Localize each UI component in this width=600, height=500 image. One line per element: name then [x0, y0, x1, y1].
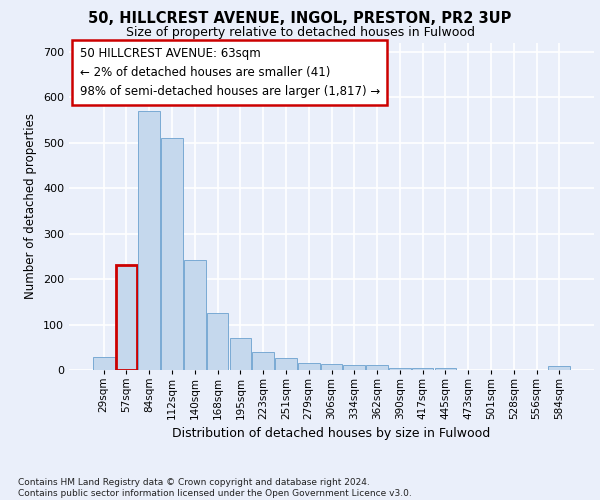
- Bar: [434, 368, 456, 370]
- Bar: [548, 366, 570, 370]
- Bar: [412, 368, 433, 370]
- Bar: [230, 338, 251, 370]
- Bar: [139, 110, 160, 370]
- Bar: [253, 352, 274, 370]
- Bar: [320, 364, 343, 370]
- Bar: [366, 366, 388, 370]
- Text: Contains HM Land Registry data © Crown copyright and database right 2024.
Contai: Contains HM Land Registry data © Crown c…: [18, 478, 412, 498]
- Bar: [298, 363, 320, 370]
- Bar: [389, 368, 410, 370]
- X-axis label: Distribution of detached houses by size in Fulwood: Distribution of detached houses by size …: [172, 428, 491, 440]
- Bar: [161, 138, 183, 370]
- Text: Size of property relative to detached houses in Fulwood: Size of property relative to detached ho…: [125, 26, 475, 39]
- Bar: [93, 358, 115, 370]
- Text: 50 HILLCREST AVENUE: 63sqm
← 2% of detached houses are smaller (41)
98% of semi-: 50 HILLCREST AVENUE: 63sqm ← 2% of detac…: [79, 48, 380, 98]
- Text: 50, HILLCREST AVENUE, INGOL, PRESTON, PR2 3UP: 50, HILLCREST AVENUE, INGOL, PRESTON, PR…: [88, 11, 512, 26]
- Bar: [207, 312, 229, 370]
- Y-axis label: Number of detached properties: Number of detached properties: [25, 114, 37, 299]
- Bar: [184, 260, 206, 370]
- Bar: [116, 266, 137, 370]
- Bar: [343, 366, 365, 370]
- Bar: [275, 358, 297, 370]
